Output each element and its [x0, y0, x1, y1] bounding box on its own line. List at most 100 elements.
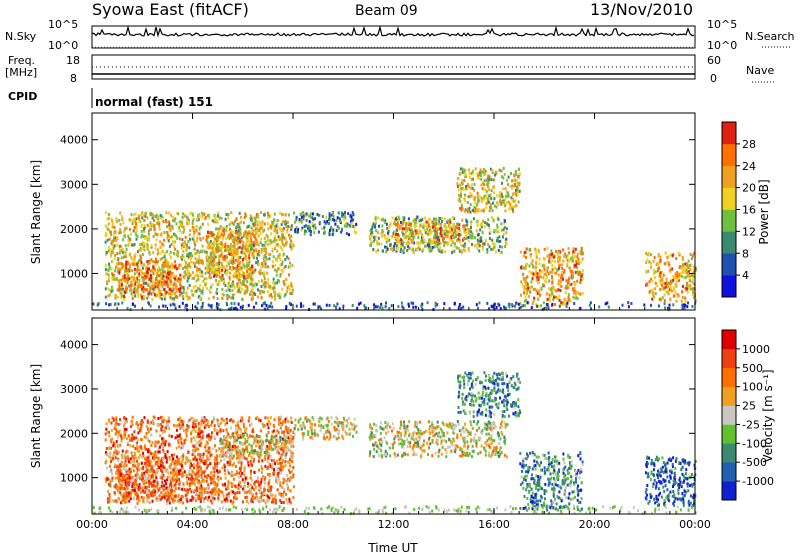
- power-echo-cell: [256, 213, 258, 216]
- power-echo-cell: [192, 214, 194, 217]
- power-echo-cell: [275, 229, 277, 232]
- velocity-echo-cell: [224, 472, 226, 475]
- power-echo-cell: [319, 221, 321, 224]
- power-echo-cell: [573, 287, 575, 290]
- power-echo-cell: [397, 222, 399, 225]
- power-echo-cell: [312, 212, 314, 215]
- power-echo-cell: [526, 263, 528, 266]
- velocity-echo-cell: [288, 427, 290, 430]
- power-echo-cell: [174, 265, 176, 268]
- power-echo-cell: [218, 265, 220, 268]
- velocity-echo-cell: [178, 487, 180, 490]
- power-echo-cell: [206, 235, 208, 238]
- power-echo-cell: [183, 286, 185, 289]
- power-echo-cell: [468, 240, 470, 243]
- power-echo-cell: [142, 253, 144, 256]
- power-echo-cell: [171, 225, 173, 228]
- power-echo-cell: [156, 214, 158, 217]
- power-echo-cell: [176, 288, 178, 291]
- velocity-echo-cell: [258, 469, 260, 472]
- power-echo-cell: [105, 302, 107, 305]
- power-echo-cell: [231, 257, 233, 260]
- power-echo-cell: [132, 303, 134, 306]
- power-echo-cell: [261, 279, 263, 282]
- power-echo-cell: [390, 243, 392, 246]
- power-echo-cell: [265, 281, 267, 284]
- velocity-echo-cell: [242, 478, 244, 481]
- power-echo-cell: [206, 277, 208, 280]
- power-echo-cell: [228, 288, 230, 291]
- power-echo-cell: [481, 184, 483, 187]
- power-echo-cell: [219, 276, 221, 279]
- power-echo-cell: [553, 256, 555, 259]
- power-echo-cell: [656, 263, 658, 266]
- power-echo-cell: [482, 248, 484, 251]
- power-echo-cell: [235, 231, 237, 234]
- power-echo-cell: [129, 265, 131, 268]
- power-echo-cell: [108, 279, 110, 282]
- power-echo-cell: [239, 226, 241, 229]
- power-echo-cell: [144, 272, 146, 275]
- power-echo-cell: [682, 307, 684, 310]
- power-echo-cell: [243, 241, 245, 244]
- power-echo-cell: [192, 220, 194, 223]
- velocity-echo-cell: [181, 495, 183, 498]
- power-echo-cell: [174, 260, 176, 263]
- power-echo-cell: [520, 266, 522, 269]
- power-echo-cell: [385, 302, 387, 305]
- power-ytick-label: 3000: [60, 178, 88, 191]
- power-echo-cell: [122, 251, 124, 254]
- power-echo-cell: [258, 250, 260, 253]
- power-echo-cell: [538, 290, 540, 293]
- power-echo-cell: [251, 227, 253, 230]
- power-echo-cell: [469, 192, 471, 195]
- power-echo-cell: [516, 185, 518, 188]
- power-echo-cell: [210, 252, 212, 255]
- power-echo-cell: [440, 224, 442, 227]
- power-echo-cell: [480, 236, 482, 239]
- power-echo-cell: [561, 263, 563, 266]
- power-echo-cell: [381, 224, 383, 227]
- power-echo-cell: [143, 276, 145, 279]
- velocity-echo-cell: [222, 483, 224, 486]
- power-echo-cell: [273, 278, 275, 281]
- power-echo-cell: [257, 260, 259, 263]
- power-echo-cell: [258, 263, 260, 266]
- power-echo-cell: [559, 289, 561, 292]
- power-echo-cell: [235, 219, 237, 222]
- power-echo-cell: [176, 267, 178, 270]
- power-echo-cell: [686, 285, 688, 288]
- power-echo-cell: [137, 235, 139, 238]
- power-echo-cell: [120, 291, 122, 294]
- power-echo-cell: [226, 297, 228, 300]
- power-echo-cell: [393, 245, 395, 248]
- power-echo-cell: [317, 213, 319, 216]
- power-echo-cell: [247, 248, 249, 251]
- power-echo-cell: [469, 176, 471, 179]
- power-echo-cell: [151, 223, 153, 226]
- power-echo-cell: [202, 245, 204, 248]
- velocity-echo-cell: [106, 422, 108, 425]
- power-echo-cell: [665, 252, 667, 255]
- power-echo-cell: [119, 248, 121, 251]
- velocity-echo-cell: [251, 422, 253, 425]
- power-echo-cell: [685, 276, 687, 279]
- power-echo-cell: [208, 256, 210, 259]
- power-echo-cell: [465, 185, 467, 188]
- power-echo-cell: [199, 271, 201, 274]
- power-echo-cell: [667, 285, 669, 288]
- velocity-echo-cell: [213, 474, 215, 477]
- power-echo-cell: [527, 289, 529, 292]
- velocity-echo-cell: [291, 421, 293, 424]
- power-echo-cell: [466, 232, 468, 235]
- power-echo-cell: [162, 305, 164, 308]
- power-echo-cell: [693, 294, 695, 297]
- power-echo-cell: [226, 302, 228, 305]
- power-echo-cell: [351, 222, 353, 225]
- power-echo-cell: [692, 287, 694, 290]
- power-echo-cell: [262, 302, 264, 305]
- power-echo-cell: [250, 277, 252, 280]
- power-echo-cell: [397, 305, 399, 308]
- power-echo-cell: [208, 304, 210, 307]
- power-echo-cell: [110, 303, 112, 306]
